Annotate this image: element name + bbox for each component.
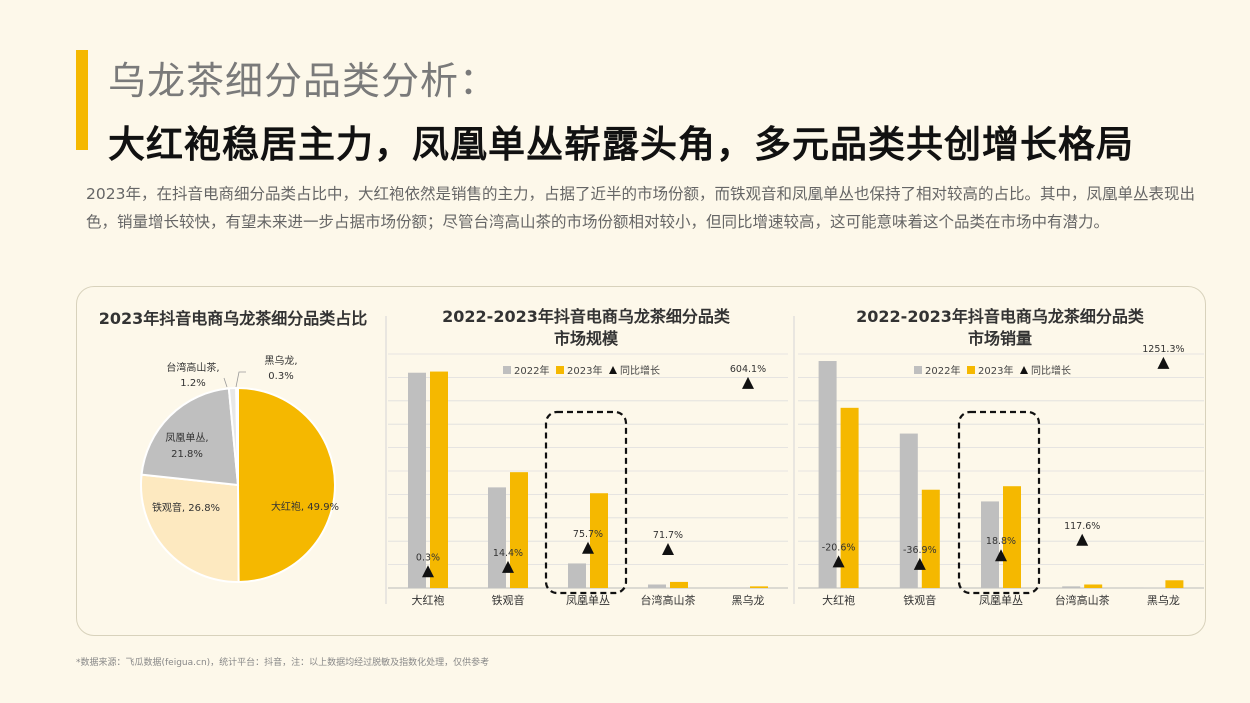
bar-chart-2-growth-label-3: 117.6% bbox=[1064, 521, 1100, 532]
bar-chart-1-legend-label-1: 2023年 bbox=[567, 364, 602, 377]
bar-chart-2-bar-1-2 bbox=[1003, 486, 1021, 588]
bar-chart-2-category-label-3: 台湾高山茶 bbox=[1055, 593, 1110, 607]
description-paragraph: 2023年，在抖音电商细分品类占比中，大红袍依然是销售的主力，占据了近半的市场份… bbox=[86, 185, 1195, 231]
bar-chart-2-legend-growth-marker bbox=[1020, 366, 1028, 374]
charts-panel bbox=[76, 286, 1206, 636]
pie-label-1: 铁观音, 26.8% bbox=[152, 501, 220, 514]
pie-slice-1 bbox=[140, 473, 240, 583]
bar-chart-2-legend-label-0: 2022年 bbox=[925, 364, 960, 377]
bar-chart-1-growth-marker-1 bbox=[502, 560, 514, 573]
bar-chart-2-legend-swatch-1 bbox=[967, 366, 975, 374]
bar-chart-1-growth-label-1: 14.4% bbox=[493, 548, 523, 559]
bar-chart-1-bar-1-3 bbox=[670, 581, 688, 588]
bar-chart-2-highlight-box bbox=[957, 410, 1041, 595]
pie-label-0: 大红袍, 49.9% bbox=[271, 500, 339, 513]
bar-chart-2-growth-label-0: -20.6% bbox=[822, 542, 856, 553]
pie-label-value-4: 0.3% bbox=[268, 371, 293, 382]
bar-chart-1-legend-label-0: 2022年 bbox=[514, 364, 549, 377]
pie-chart-title: 2023年抖音电商乌龙茶细分品类占比 bbox=[98, 309, 368, 328]
bar-chart-2-category-label-0: 大红袍 bbox=[822, 593, 855, 607]
bar-chart-1-legend-growth-marker bbox=[609, 366, 617, 374]
bar-chart-2-bar-1-4 bbox=[1165, 580, 1184, 588]
bar-chart-2-growth-marker-3 bbox=[1076, 533, 1089, 546]
bar-chart-1-growth-marker-0 bbox=[422, 565, 434, 578]
pie-slice-2 bbox=[140, 387, 240, 487]
bar-chart-2-growth-marker-2 bbox=[995, 549, 1007, 562]
bar-chart-1-category-label-1: 铁观音 bbox=[492, 593, 525, 607]
bar-chart-1-legend-swatch-0 bbox=[503, 366, 511, 374]
footnote: *数据来源：飞瓜数据(feigua.cn)，统计平台：抖音，注：以上数据均经过脱… bbox=[76, 658, 490, 668]
bar-chart-1-bar-1-4 bbox=[750, 586, 768, 588]
bar-chart-1-highlight-box bbox=[544, 410, 628, 595]
bar-chart-2-bar-0-3 bbox=[1062, 586, 1081, 588]
bar-chart-1-growth-marker-4 bbox=[742, 376, 754, 389]
bar-chart-2-category-label-1: 铁观音 bbox=[903, 593, 936, 607]
bar-chart-2-legend-label-1: 2023年 bbox=[978, 364, 1013, 377]
bar-chart-2-category-label-4: 黑乌龙 bbox=[1147, 593, 1180, 607]
bar-chart-1-title: 2022-2023年抖音电商乌龙茶细分品类 市场规模 bbox=[386, 306, 786, 350]
bar-chart-2-bar-0-0 bbox=[818, 361, 837, 588]
page-headline: 大红袍稳居主力，凤凰单丛崭露头角，多元品类共创增长格局 bbox=[108, 123, 1134, 166]
bar-chart-2-title-line2: 市场销量 bbox=[967, 329, 1032, 348]
bar-chart-2-bar-1-3 bbox=[1084, 584, 1103, 588]
pie-leader-line-1 bbox=[235, 371, 246, 388]
bar-chart-2-title: 2022-2023年抖音电商乌龙茶细分品类 市场销量 bbox=[800, 306, 1200, 350]
bar-chart-2-title-line1: 2022-2023年抖音电商乌龙茶细分品类 bbox=[856, 307, 1144, 326]
page-title: 乌龙茶细分品类分析： bbox=[108, 59, 499, 103]
title-accent-bar bbox=[76, 50, 88, 150]
bar-chart-2-bar-0-1 bbox=[899, 433, 918, 588]
bar-chart-2-growth-marker-0 bbox=[832, 555, 845, 568]
bar-chart-1-category-label-4: 黑乌龙 bbox=[732, 593, 765, 607]
bar-chart-1-bar-0-3 bbox=[648, 584, 666, 588]
bar-chart-1-growth-label-0: 0.3% bbox=[416, 552, 440, 563]
bar-chart-1-category-label-3: 台湾高山茶 bbox=[641, 593, 696, 607]
bar-chart-1-bar-1-1 bbox=[510, 472, 528, 588]
pie-label-3: 台湾高山茶, bbox=[166, 361, 219, 374]
bar-chart-1-bar-0-1 bbox=[488, 487, 506, 588]
bar-chart-2-bar-1-0 bbox=[840, 407, 859, 588]
bar-chart-2-growth-marker-4 bbox=[1157, 356, 1170, 369]
bar-chart-1-legend-label-growth: 同比增长 bbox=[620, 364, 660, 377]
bar-chart-1-legend-swatch-1 bbox=[556, 366, 564, 374]
bar-chart-2-legend-swatch-0 bbox=[914, 366, 922, 374]
bar-chart-2-growth-label-2: 18.8% bbox=[986, 536, 1016, 547]
bar-chart-1-growth-label-3: 71.7% bbox=[653, 530, 683, 541]
bar-chart-1-category-label-0: 大红袍 bbox=[412, 593, 445, 607]
bar-chart-1-growth-marker-2 bbox=[582, 541, 594, 554]
bar-chart-1-title-line1: 2022-2023年抖音电商乌龙茶细分品类 bbox=[442, 307, 730, 326]
bar-chart-1-growth-label-4: 604.1% bbox=[730, 364, 766, 375]
bar-chart-2-growth-label-1: -36.9% bbox=[903, 545, 937, 556]
bar-chart-2-growth-label-4: 1251.3% bbox=[1142, 344, 1184, 355]
bar-chart-1-growth-marker-3 bbox=[662, 543, 674, 556]
bar-chart-1-growth-label-2: 75.7% bbox=[573, 529, 603, 540]
bar-chart-1-bar-1-0 bbox=[430, 371, 448, 588]
bar-chart-1-bar-1-2 bbox=[590, 493, 608, 588]
bar-chart-2-bar-0-2 bbox=[981, 501, 999, 588]
pie-label-value-2: 21.8% bbox=[171, 449, 203, 460]
bar-chart-2-growth-marker-1 bbox=[913, 557, 926, 570]
pie-label-value-3: 1.2% bbox=[180, 378, 205, 389]
pie-label-2: 凤凰单丛, bbox=[165, 432, 208, 444]
bar-chart-1-category-label-2: 凤凰单丛 bbox=[566, 594, 610, 607]
pie-slice-4 bbox=[235, 386, 239, 486]
pie-label-4: 黑乌龙, bbox=[264, 354, 297, 367]
pie-leader-line-2 bbox=[223, 377, 228, 388]
bar-chart-2-bar-1-1 bbox=[921, 489, 940, 588]
bar-chart-1-title-line2: 市场规模 bbox=[553, 329, 618, 348]
bar-chart-1-bar-0-2 bbox=[568, 563, 586, 588]
bar-chart-2-legend-label-growth: 同比增长 bbox=[1031, 364, 1071, 377]
pie-slice-0 bbox=[237, 386, 336, 584]
bar-chart-2-category-label-2: 凤凰单丛 bbox=[979, 594, 1023, 607]
bar-chart-1-bar-0-0 bbox=[408, 372, 426, 588]
